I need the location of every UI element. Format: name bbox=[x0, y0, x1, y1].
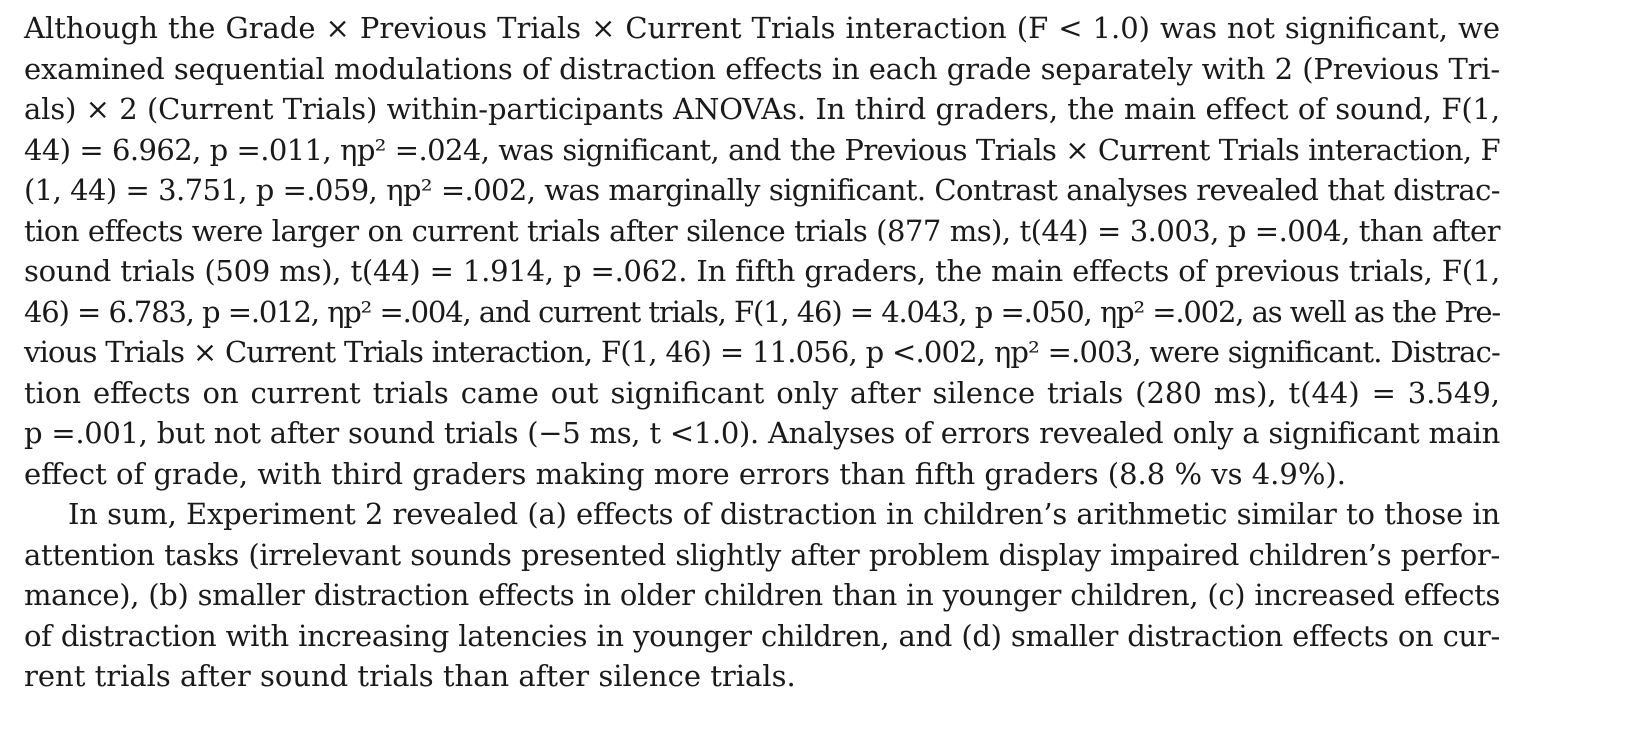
paragraph-sequential-modulation: Although the Grade × Previous Trials × C… bbox=[24, 8, 1501, 494]
text-line: Although the Grade × Previous Trials × C… bbox=[24, 11, 1500, 45]
text-line: tion effects were larger on current tria… bbox=[24, 213, 1501, 248]
text-line: In sum, Experiment 2 revealed (a) effect… bbox=[68, 497, 1500, 531]
text-line: (1, 44) = 3.751, p =.059, ηp² =.002, was… bbox=[24, 173, 1501, 207]
text-line: 46) = 6.783, p =.012, ηp² =.004, and cur… bbox=[24, 294, 1501, 329]
text-line: examined sequential modulations of distr… bbox=[24, 51, 1500, 86]
text-line: mance), (b) smaller distraction effects … bbox=[24, 578, 1500, 612]
article-body: Although the Grade × Previous Trials × C… bbox=[24, 8, 1501, 697]
text-line: 44) = 6.962, p =.011, ηp² =.024, was sig… bbox=[24, 132, 1501, 167]
text-line: vious Trials × Current Trials interactio… bbox=[24, 335, 1501, 369]
text-line: rent trials after sound trials than afte… bbox=[24, 659, 796, 693]
text-line: p =.001, but not after sound trials (−5 … bbox=[24, 416, 1500, 450]
text-line: tion effects on current trials came out … bbox=[24, 375, 1500, 410]
text-line: effect of grade, with third graders maki… bbox=[24, 456, 1346, 491]
text-line: of distraction with increasing latencies… bbox=[24, 618, 1500, 653]
text-line: sound trials (509 ms), t(44) = 1.914, p … bbox=[24, 254, 1500, 288]
paragraph-summary: In sum, Experiment 2 revealed (a) effect… bbox=[24, 494, 1500, 697]
text-line: attention tasks (irrelevant sounds prese… bbox=[24, 537, 1500, 572]
text-line: als) × 2 (Current Trials) within-partici… bbox=[24, 92, 1500, 126]
